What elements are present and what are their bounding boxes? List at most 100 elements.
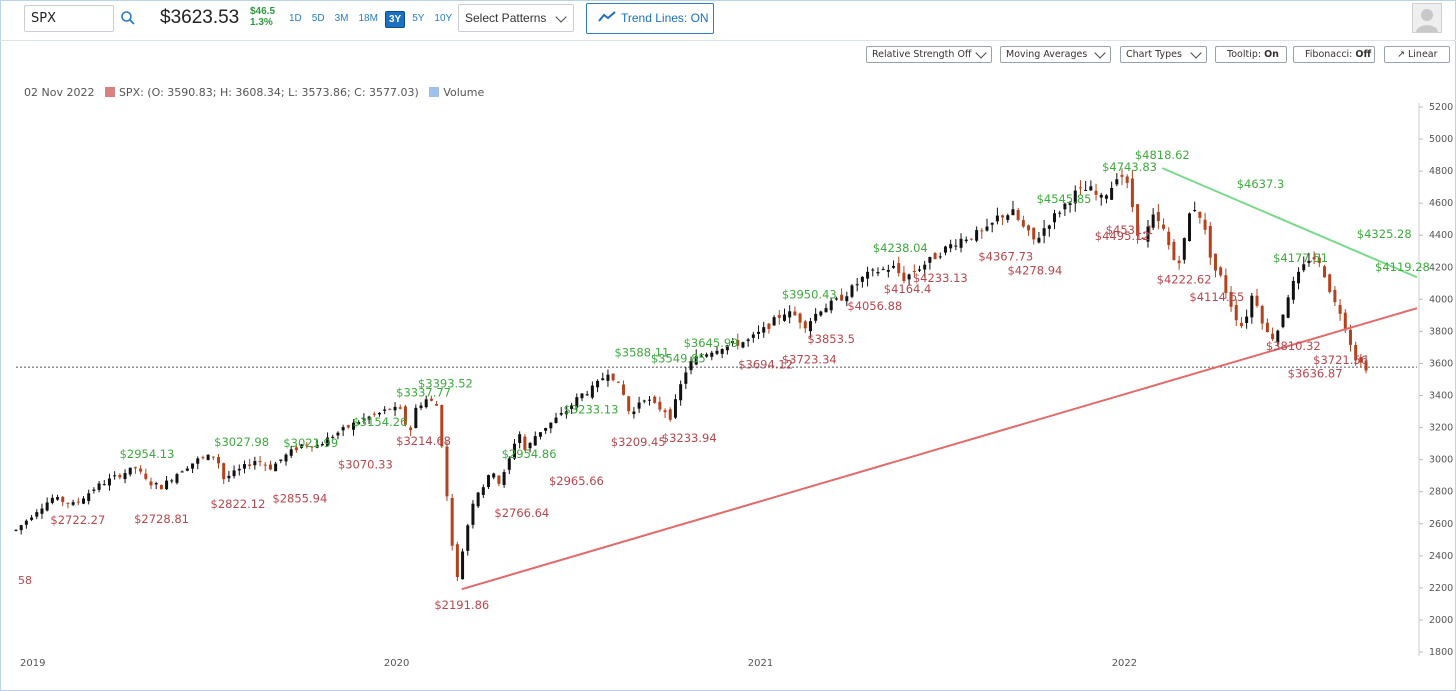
low-price-label: $2965.66 (549, 474, 604, 488)
y-axis-tick-label: 3200 (1429, 423, 1453, 434)
candle-body (424, 399, 428, 408)
candle-body (533, 436, 537, 446)
moving-averages-dropdown[interactable]: Moving Averages (1000, 46, 1111, 63)
candle-body (632, 411, 636, 415)
candle-body (242, 464, 246, 469)
candle-body (538, 432, 542, 437)
candle-body (969, 238, 973, 240)
candle-body (1239, 322, 1243, 327)
candle-body (990, 222, 994, 225)
relative-strength-dropdown[interactable]: Relative Strength Off (866, 46, 992, 63)
candle-body (1291, 280, 1295, 300)
candle-body (196, 458, 200, 464)
y-axis-tick-label: 2600 (1429, 519, 1453, 530)
current-price: $3623.53 (160, 7, 240, 28)
candle-body (1068, 203, 1072, 206)
candle-body (606, 374, 610, 381)
candle-body (87, 493, 91, 501)
candle-body (24, 520, 28, 525)
range-18m-button[interactable]: 18M (358, 13, 378, 24)
range-3y-button[interactable]: 3Y (384, 11, 406, 28)
candle-body (1151, 214, 1155, 228)
low-price-label: $2822.12 (211, 497, 266, 511)
candle-body (71, 502, 75, 505)
candle-body (128, 467, 132, 475)
candle-body (596, 380, 600, 388)
candle-body (144, 473, 148, 479)
candle-body (1276, 330, 1280, 343)
candle-body (175, 474, 179, 483)
tooltip-label: Tooltip: (1227, 49, 1265, 60)
y-axis-tick-label: 2200 (1429, 583, 1453, 594)
candle-body (943, 246, 947, 253)
candle-body (949, 244, 953, 249)
candle-body (284, 454, 288, 462)
scale-toggle[interactable]: ↗ Linear (1384, 46, 1450, 63)
candle-body (50, 497, 54, 503)
candle-body (315, 444, 319, 448)
candle-body (601, 378, 605, 381)
search-icon[interactable] (120, 10, 136, 26)
select-patterns-dropdown[interactable]: Select Patterns (458, 4, 574, 32)
low-price-label: $3810.32 (1266, 339, 1321, 353)
chart-types-dropdown[interactable]: Chart Types (1120, 46, 1207, 63)
price-chart[interactable]: 1800 2000 2200 2400 2600 2800 3000 3200 3400 3600… (0, 95, 1456, 690)
low-price-label: $3070.33 (338, 457, 393, 471)
candle-body (975, 230, 979, 241)
fibonacci-toggle[interactable]: Fibonacci: Off (1293, 46, 1375, 63)
range-1d-button[interactable]: 1D (289, 13, 302, 24)
user-avatar[interactable] (1412, 3, 1442, 33)
candle-body (1286, 297, 1290, 318)
candle-body (35, 512, 39, 517)
candle-body (1110, 187, 1114, 200)
candle-body (928, 256, 932, 263)
change-percent: 1.3% (250, 17, 273, 28)
candle-body (570, 405, 574, 409)
range-3m-button[interactable]: 3M (334, 13, 349, 24)
candle-body (746, 339, 750, 342)
candle-body (705, 354, 709, 357)
range-5d-button[interactable]: 5D (311, 13, 325, 24)
candle-body (954, 245, 958, 247)
range-10y-button[interactable]: 10Y (434, 13, 453, 24)
chart-types-label: Chart Types (1126, 49, 1182, 60)
candle-body (346, 425, 350, 428)
candle-body (917, 269, 921, 271)
candle-body (1224, 275, 1228, 293)
low-price-label: $2191.86 (434, 598, 489, 612)
candle-body (1177, 260, 1181, 264)
candle-body (731, 341, 735, 343)
candle-body (1193, 209, 1197, 211)
candle-body (201, 457, 205, 459)
y-axis-tick-label: 4600 (1429, 198, 1453, 209)
candle-body (305, 444, 309, 446)
candle-body (1229, 291, 1233, 307)
candle-body (824, 308, 828, 313)
x-axis-tick-label: 2021 (748, 658, 773, 669)
candle-body (1265, 322, 1269, 333)
candle-body (725, 345, 729, 351)
y-axis-tick-label: 2000 (1429, 615, 1453, 626)
tooltip-toggle[interactable]: Tooltip: On (1215, 46, 1287, 63)
candle-body (40, 508, 44, 514)
candle-body (487, 475, 491, 488)
candle-body (866, 271, 870, 279)
candle-body (544, 427, 548, 431)
candle-body (133, 467, 137, 469)
high-price-label: $3645.99 (684, 336, 739, 350)
low-price-label: $2722.27 (50, 513, 105, 527)
select-patterns-label: Select Patterns (465, 11, 547, 25)
low-price-label: $4233.13 (913, 271, 968, 285)
candle-body (1021, 220, 1025, 227)
symbol-search-input[interactable]: SPX (24, 5, 114, 32)
candle-body (673, 399, 677, 418)
y-axis-tick-label: 3400 (1429, 391, 1453, 402)
legend-date: 02 Nov 2022 (24, 86, 95, 99)
high-price-label: $3154.26 (352, 415, 407, 429)
candle-body (964, 239, 968, 242)
trend-lines-button[interactable]: Trend Lines: ON (586, 3, 714, 34)
y-axis-tick-label: 4200 (1429, 262, 1453, 273)
candle-body (149, 481, 153, 486)
range-5y-button[interactable]: 5Y (412, 13, 425, 24)
support-trend-line (461, 307, 1418, 591)
